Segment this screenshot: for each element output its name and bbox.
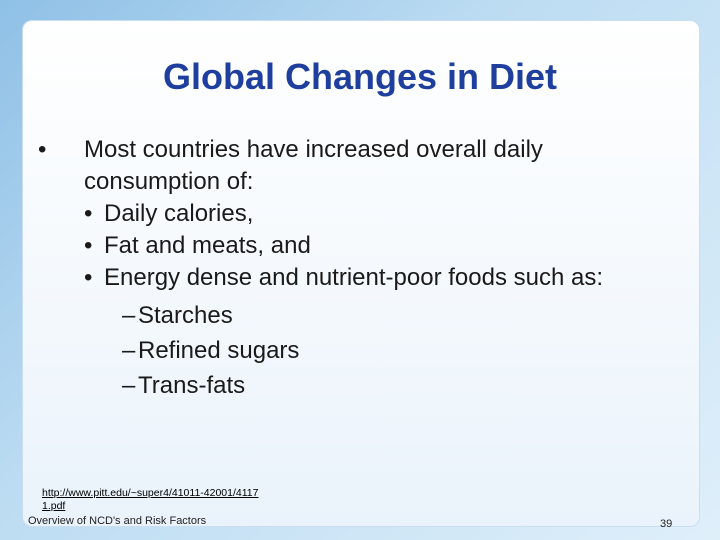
bullet-text: Starches xyxy=(138,302,233,329)
bullet-text: Daily calories, xyxy=(104,200,254,227)
title: Global Changes in Diet xyxy=(162,56,558,97)
footer: Overview of NCD's and Risk Factors xyxy=(28,515,207,527)
sub-sub-bullet: – Refined sugars xyxy=(122,337,300,364)
bullet-text: Most countries have increased overall da… xyxy=(84,136,543,195)
bullet-text: Energy dense and nutrient-poor foods suc… xyxy=(104,264,603,291)
sub-sub-bullet: – Starches xyxy=(122,302,233,329)
bullet-text: Trans-fats xyxy=(138,372,246,399)
sub-bullet: • Daily calories, xyxy=(84,200,254,227)
sub-bullet: • Energy dense and nutrient-poor foods su… xyxy=(84,262,644,403)
bullet-text: Refined sugars xyxy=(138,337,300,364)
bullet-text: Fat and meats, and xyxy=(104,232,311,259)
sub-sub-bullet: – Trans-fats xyxy=(122,372,246,399)
bullet: • Most countries have increased overall d… xyxy=(38,134,644,403)
sub-bullet: • Fat and meats, and xyxy=(84,232,311,259)
link[interactable]: http://www.pitt.edu/~super4/41011-42001/… xyxy=(42,487,259,512)
page-number: 39 xyxy=(660,518,673,530)
panel xyxy=(22,20,700,527)
